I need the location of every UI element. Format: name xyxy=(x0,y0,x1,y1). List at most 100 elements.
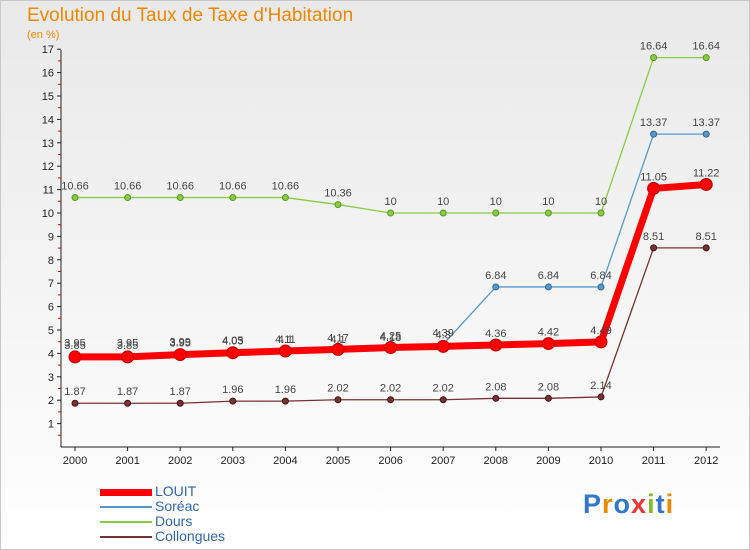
data-label: 6.84 xyxy=(538,270,559,282)
data-label: 1.87 xyxy=(64,386,85,398)
y-tick-label: 17 xyxy=(42,44,54,56)
data-label: 3.95 xyxy=(64,338,85,350)
legend-label: Soréac xyxy=(155,498,200,514)
data-label: 10 xyxy=(490,196,502,208)
y-tick-label: 14 xyxy=(42,114,54,126)
y-tick-label: 9 xyxy=(48,231,54,243)
data-point xyxy=(334,201,342,209)
x-tick-label: 2007 xyxy=(431,455,455,467)
data-label: 6.84 xyxy=(590,270,611,282)
chart-subtitle: (en %) xyxy=(27,29,60,41)
data-point xyxy=(541,337,555,351)
data-label: 2.02 xyxy=(432,383,453,395)
data-label: 4.1 xyxy=(330,334,345,346)
data-label: 10.66 xyxy=(166,181,194,193)
data-label: 2.14 xyxy=(590,380,611,392)
data-label: 4.42 xyxy=(538,327,559,339)
data-label: 1.87 xyxy=(117,386,138,398)
data-point xyxy=(647,181,661,195)
data-point xyxy=(173,348,187,362)
data-label: 2.02 xyxy=(327,383,348,395)
x-tick-label: 2010 xyxy=(589,455,613,467)
data-label: 4.11 xyxy=(275,334,296,346)
data-label: 1.87 xyxy=(169,386,190,398)
data-point xyxy=(597,393,605,401)
series-layer xyxy=(68,54,713,407)
x-tick-label: 2012 xyxy=(694,455,718,467)
data-label: 4.17 xyxy=(327,332,348,344)
data-label: 4.05 xyxy=(222,335,243,347)
data-point xyxy=(387,396,395,404)
data-point xyxy=(650,244,658,252)
data-point xyxy=(436,339,450,353)
data-label: 4.36 xyxy=(485,328,506,340)
data-labels-layer: 1.87 1.87 1.87 1.96 1.96 2.02 2.02 2.02 2.08 2.08… xyxy=(61,41,720,399)
data-point xyxy=(121,350,135,364)
data-label: 2.08 xyxy=(538,381,559,393)
data-label: 6.84 xyxy=(485,270,506,282)
legend-swatch xyxy=(100,488,152,496)
legend-swatch xyxy=(100,521,152,523)
data-label: 16.64 xyxy=(692,41,720,53)
data-label: 10.66 xyxy=(219,181,247,193)
data-point xyxy=(176,399,184,407)
x-tick-label: 2005 xyxy=(326,455,350,467)
y-tick-label: 8 xyxy=(48,255,54,267)
data-point xyxy=(281,397,289,405)
data-point xyxy=(492,209,500,217)
x-tick-label: 2003 xyxy=(221,455,245,467)
data-point xyxy=(650,130,658,138)
data-point xyxy=(124,399,132,407)
data-label: 10 xyxy=(542,196,554,208)
data-point xyxy=(384,341,398,355)
logo-letter: r xyxy=(602,489,614,519)
y-tick-label: 10 xyxy=(42,208,54,220)
data-point xyxy=(492,394,500,402)
y-tick-label: 12 xyxy=(42,161,54,173)
data-point xyxy=(702,54,710,62)
y-tick-label: 15 xyxy=(42,91,54,103)
data-label: 11.05 xyxy=(640,171,667,183)
data-point xyxy=(702,244,710,252)
legend-label: LOUIT xyxy=(155,483,197,499)
data-label: 10.66 xyxy=(272,181,300,193)
chart-title: Evolution du Taux de Taxe d'Habitation xyxy=(27,5,354,26)
data-point xyxy=(489,338,503,352)
logo-letter: i xyxy=(647,489,656,519)
data-label: 4.49 xyxy=(590,325,611,337)
x-tick-label: 2006 xyxy=(378,455,402,467)
data-label: 4.3 xyxy=(436,329,451,341)
x-tick-label: 2001 xyxy=(115,455,139,467)
data-point xyxy=(594,335,608,349)
legend-label: Dours xyxy=(155,513,193,529)
data-label: 4.18 xyxy=(380,332,401,344)
data-point xyxy=(702,130,710,138)
data-label: 16.64 xyxy=(640,41,668,53)
data-label: 3.95 xyxy=(169,338,190,350)
data-point xyxy=(439,209,447,217)
data-label: 4.25 xyxy=(380,331,401,343)
data-label: 3.85 xyxy=(64,340,85,352)
data-point xyxy=(124,194,132,202)
x-tick-label: 2008 xyxy=(484,455,508,467)
data-point xyxy=(71,194,79,202)
data-label: 10.66 xyxy=(61,181,89,193)
data-label: 8.51 xyxy=(643,231,664,243)
data-point xyxy=(331,342,345,356)
data-label: 8.51 xyxy=(695,231,716,243)
data-point xyxy=(281,194,289,202)
data-label: 3.85 xyxy=(117,340,138,352)
data-point xyxy=(229,397,237,405)
y-tick-label: 11 xyxy=(43,185,54,197)
data-label: 4.03 xyxy=(222,336,243,348)
data-label: 1.96 xyxy=(222,384,243,396)
data-point xyxy=(226,346,240,360)
data-label: 2.08 xyxy=(485,381,506,393)
logo-letter: o xyxy=(613,489,632,519)
data-point xyxy=(71,399,79,407)
data-label: 4.1 xyxy=(278,334,293,346)
data-label: 13.37 xyxy=(692,117,720,129)
y-tick-label: 6 xyxy=(48,302,54,314)
